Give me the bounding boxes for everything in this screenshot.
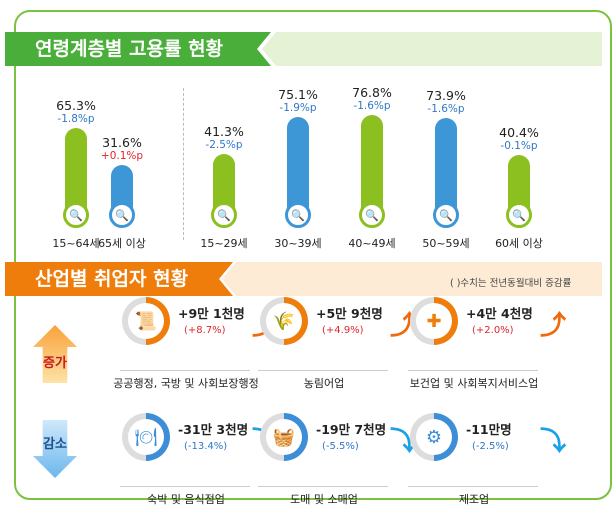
gears-donut: ⚙ (410, 413, 458, 461)
section2-header-band (222, 262, 602, 296)
industry-name: 숙박 및 음식점업 (147, 493, 225, 506)
bar-category-label: 65세 이상 (98, 237, 146, 250)
basket-icon: 🧺 (266, 419, 302, 455)
divider-line (258, 486, 388, 487)
document-search-icon: 🔍 (506, 202, 532, 228)
industry-change-pct: (-2.5%) (472, 441, 509, 452)
bar-5 (435, 118, 457, 215)
scroll-donut: 📜 (122, 297, 170, 345)
section1-title: 연령계층별 고용률 현황 (5, 32, 271, 66)
note-text: ( )수치는 전년동월대비 증감률 (450, 278, 572, 289)
bar-3 (287, 116, 309, 215)
document-search-icon: 🔍 (63, 202, 89, 228)
industry-name: 도매 및 소매업 (290, 493, 358, 506)
section2-title: 산업별 취업자 현황 (5, 262, 233, 296)
industry-change-pct: (-5.5%) (322, 441, 359, 452)
content-frame (14, 10, 612, 500)
bar-0 (65, 127, 87, 215)
industry-count: +4만 4천명 (466, 306, 533, 321)
divider-line (408, 486, 538, 487)
industry-name: 제조업 (458, 493, 490, 506)
document-search-icon: 🔍 (433, 202, 459, 228)
increase-label: 증가 (43, 355, 67, 371)
bar-category-label: 15~64세 (52, 237, 100, 250)
industry-name: 농림어업 (303, 377, 345, 390)
industry-name: 보건업 및 사회복지서비스업 (409, 377, 539, 390)
bar-category-label: 50~59세 (422, 237, 470, 250)
bar-4 (361, 115, 383, 215)
increase-trend-arrow-icon: ⤴ (540, 311, 567, 341)
bar-category-label: 60세 이상 (495, 237, 543, 250)
divider-line (408, 370, 538, 371)
plate-cutlery-icon: 🍽 (128, 419, 164, 455)
document-search-icon: 🔍 (285, 202, 311, 228)
gears-icon: ⚙ (416, 419, 452, 455)
plate-cutlery-donut: 🍽 (122, 413, 170, 461)
bar-change-label: -1.6%p (427, 103, 465, 116)
document-search-icon: 🔍 (359, 202, 385, 228)
bar-category-label: 30~39세 (274, 237, 322, 250)
bar-value-label: 75.1% (278, 86, 318, 102)
bar-value-label: 41.3% (204, 124, 244, 140)
first-aid-kit-icon: ✚ (416, 303, 452, 339)
bar-change-label: +0.1%p (100, 150, 144, 163)
divider (183, 88, 184, 240)
scroll-icon: 📜 (128, 303, 164, 339)
document-search-icon: 🔍 (109, 202, 135, 228)
bar-category-label: 15~29세 (200, 237, 248, 250)
divider-line (120, 486, 250, 487)
document-search-icon: 🔍 (211, 202, 237, 228)
bar-2 (213, 154, 235, 215)
bar-change-label: -1.6%p (353, 100, 391, 113)
bar-category-label: 40~49세 (348, 237, 396, 250)
industry-change-pct: (-13.4%) (184, 441, 228, 452)
wheat-icon: 🌾 (266, 303, 302, 339)
divider-line (258, 370, 388, 371)
bar-value-label: 40.4% (499, 125, 539, 141)
industry-change-pct: (+2.0%) (472, 325, 514, 336)
industry-count: -19만 7천명 (316, 422, 387, 437)
industry-count: -31만 3천명 (178, 422, 249, 437)
decrease-label: 감소 (43, 436, 67, 452)
basket-donut: 🧺 (260, 413, 308, 461)
bar-value-label: 76.8% (352, 85, 392, 101)
bar-value-label: 31.6% (102, 135, 142, 151)
bar-change-label: -2.5%p (205, 139, 243, 152)
industry-count: +9만 1천명 (178, 306, 245, 321)
decrease-trend-arrow-icon: ⤵ (540, 427, 567, 457)
bar-change-label: -0.1%p (500, 140, 538, 153)
industry-change-pct: (+4.9%) (322, 325, 364, 336)
industry-change-pct: (+8.7%) (184, 325, 226, 336)
industry-count: +5만 9천명 (316, 306, 383, 321)
bar-change-label: -1.8%p (57, 112, 95, 125)
first-aid-kit-donut: ✚ (410, 297, 458, 345)
wheat-donut: 🌾 (260, 297, 308, 345)
divider-line (120, 370, 250, 371)
bar-value-label: 73.9% (426, 88, 466, 104)
bar-6 (508, 155, 530, 215)
section1-header-band (262, 32, 602, 66)
industry-name: 공공행정, 국방 및 사회보장행정 (113, 377, 259, 390)
bar-value-label: 65.3% (56, 97, 96, 113)
bar-change-label: -1.9%p (279, 101, 317, 114)
industry-count: -11만명 (466, 422, 512, 437)
